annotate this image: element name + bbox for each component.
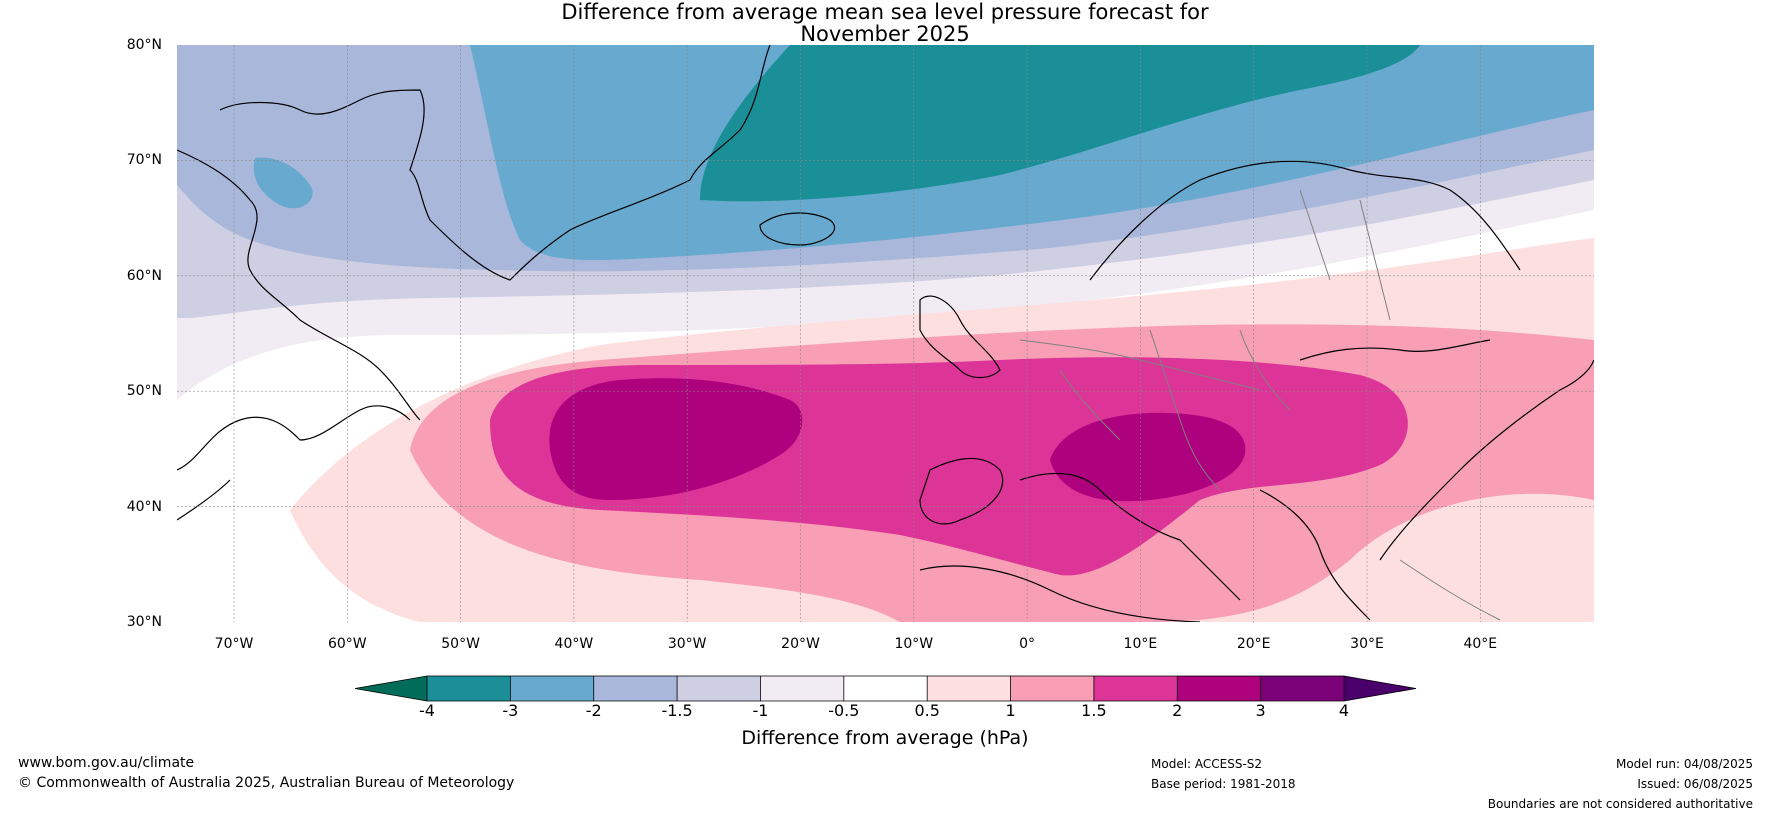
colorbar-tick-label: 1	[1005, 701, 1016, 720]
lon-label: 20°W	[781, 636, 820, 652]
lat-label: 70°N	[126, 152, 162, 169]
model-run-info: Model run: 04/08/2025	[1615, 757, 1753, 771]
colorbar	[354, 675, 1417, 702]
colorbar-tick-label: -3	[502, 701, 519, 720]
band-neg-4	[700, 45, 1420, 202]
lat-label: 40°N	[126, 498, 162, 515]
lon-label: 40°E	[1463, 636, 1498, 652]
lon-label: 30°W	[667, 636, 707, 652]
colorbar-segment	[1177, 676, 1262, 701]
band-pos-2-europe	[1050, 412, 1246, 502]
colorbar-segment	[927, 676, 1012, 701]
disclaimer-text: Boundaries are not considered authoritat…	[1487, 797, 1753, 811]
map-title-line-2: November 2025	[800, 22, 970, 46]
colorbar-tick-label: 4	[1338, 701, 1350, 720]
lon-label: 60°W	[327, 636, 367, 652]
colorbar-segment	[677, 676, 761, 701]
map-title-line-1: Difference from average mean sea level p…	[561, 0, 1209, 24]
colorbar-tick-label: 1.5	[1081, 701, 1107, 720]
lon-label: 0°	[1019, 636, 1036, 652]
colorbar-under-arrow	[355, 676, 427, 701]
colorbar-segment	[1010, 676, 1095, 701]
colorbar-tick-label: -4	[419, 701, 435, 720]
colorbar-tick-label: -2	[585, 701, 602, 720]
colorbar-segment	[593, 676, 678, 701]
lat-label: 60°N	[126, 267, 162, 284]
country-borders	[1019, 189, 1501, 621]
graticule	[177, 45, 1594, 622]
band-neg-3-small	[253, 157, 313, 209]
colorbar-tick-label: 0.5	[914, 701, 940, 720]
colorbar-segment	[1260, 676, 1345, 701]
coastlines	[177, 45, 1594, 622]
lat-label: 30°N	[126, 614, 162, 630]
colorbar-over-arrow	[1344, 676, 1416, 701]
issued-info: Issued: 06/08/2025	[1637, 777, 1753, 791]
colorbar-segment	[510, 676, 595, 701]
lon-label: 70°W	[214, 636, 254, 652]
lat-label: 80°N	[126, 37, 162, 53]
colorbar-label: Difference from average (hPa)	[741, 727, 1029, 749]
colorbar-tick-label: -1.5	[661, 701, 693, 720]
model-info: Model: ACCESS-S2	[1151, 757, 1263, 771]
lon-label: 30°E	[1350, 636, 1384, 652]
pressure-anomaly-field	[177, 45, 1594, 622]
colorbar-segment	[427, 676, 511, 701]
website-link[interactable]: www.bom.gov.au/climate	[18, 755, 195, 771]
colorbar-segment	[1093, 676, 1178, 701]
lon-label: 10°E	[1123, 636, 1158, 652]
lat-label: 50°N	[126, 383, 162, 400]
lon-label: 40°W	[554, 636, 594, 652]
lon-label: 20°E	[1236, 636, 1271, 652]
copyright-text: © Commonwealth of Australia 2025, Austra…	[18, 775, 515, 791]
colorbar-segment	[843, 676, 928, 701]
base-period-info: Base period: 1981-2018	[1151, 777, 1296, 791]
lon-label: 50°W	[441, 636, 480, 652]
lon-label: 10°W	[894, 636, 934, 652]
colorbar-segment	[760, 676, 845, 701]
colorbar-tick-label: 3	[1255, 701, 1266, 720]
colorbar-tick-label: -0.5	[828, 701, 860, 720]
colorbar-tick-label: -1	[752, 701, 769, 720]
colorbar-tick-label: 2	[1172, 701, 1183, 720]
band-pos-2	[549, 378, 803, 500]
